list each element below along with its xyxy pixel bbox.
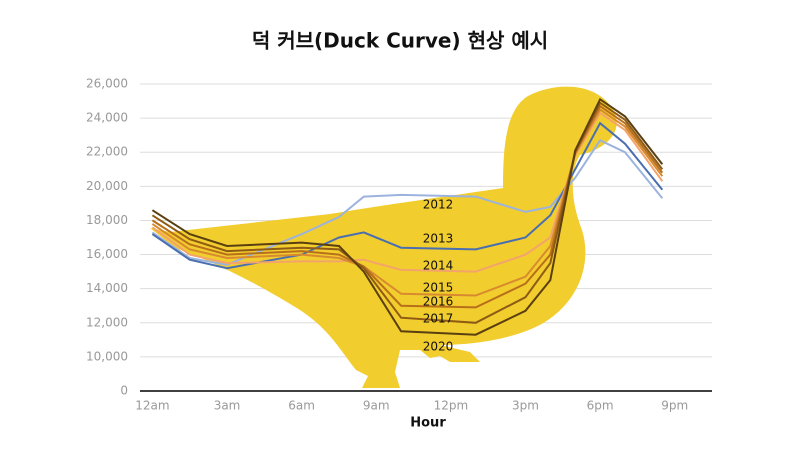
x-tick-label: 12am <box>135 399 169 413</box>
y-tick-label: 22,000 <box>86 145 128 159</box>
series-line <box>151 97 664 336</box>
y-tick-label: 20,000 <box>86 179 128 193</box>
chart-title: 덕 커브(Duck Curve) 현상 예시 <box>252 29 548 53</box>
x-tick-label: 6pm <box>587 399 614 413</box>
series-label: 2016 <box>423 295 454 309</box>
y-tick-label: 10,000 <box>86 349 128 363</box>
x-tick-label: 9am <box>363 399 390 413</box>
x-tick-label: 3pm <box>512 399 539 413</box>
series-label: 2020 <box>423 340 454 354</box>
y-tick-label: 18,000 <box>86 213 128 227</box>
series-label: 2015 <box>423 281 454 295</box>
y-tick-label: 12,000 <box>86 315 128 329</box>
y-tick-label: 0 <box>120 384 128 398</box>
series-label: 2014 <box>423 259 454 273</box>
series-line <box>151 139 664 266</box>
y-tick-label: 16,000 <box>86 247 128 261</box>
series-line <box>151 111 664 273</box>
series-line <box>151 108 664 297</box>
x-tick-label: 12pm <box>434 399 469 413</box>
x-axis-label: Hour <box>410 416 446 431</box>
series-line <box>151 121 664 270</box>
series-label: 2012 <box>423 198 454 212</box>
x-tick-label: 9pm <box>661 399 688 413</box>
duck-silhouette <box>150 86 617 388</box>
y-tick-label: 24,000 <box>86 111 128 125</box>
y-tick-label: 14,000 <box>86 281 128 295</box>
series-label: 2017 <box>423 312 454 326</box>
series-line <box>151 104 664 309</box>
x-tick-label: 6am <box>288 399 315 413</box>
series-line <box>151 101 664 324</box>
y-tick-label: 26,000 <box>86 77 128 91</box>
series-label: 2013 <box>423 232 454 246</box>
x-tick-label: 3am <box>214 399 241 413</box>
